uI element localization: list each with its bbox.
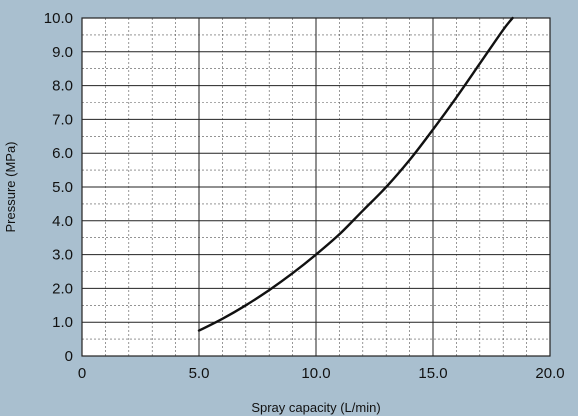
x-tick-label: 5.0	[189, 365, 210, 382]
y-tick-labels: 0 1.0 2.0 3.0 4.0 5.0 6.0 7.0 8.0 9.0 10.0	[44, 10, 73, 365]
y-axis-title: Pressure (MPa)	[3, 141, 18, 232]
y-tick-label: 8.0	[52, 78, 73, 95]
y-tick-label: 7.0	[52, 111, 73, 128]
x-axis-title: Spray capacity (L/min)	[251, 400, 380, 415]
x-tick-label: 15.0	[418, 365, 447, 382]
major-grid	[82, 18, 550, 356]
y-tick-label: 1.0	[52, 314, 73, 331]
x-tick-label: 0	[78, 365, 86, 382]
series-line	[197, 16, 514, 332]
y-tick-label: 3.0	[52, 247, 73, 264]
x-tick-labels: 0 5.0 10.0 15.0 20.0	[78, 365, 565, 382]
series-layer	[197, 16, 514, 332]
y-tick-label: 10.0	[44, 10, 73, 27]
x-tick-label: 10.0	[301, 365, 330, 382]
y-tick-label: 0	[65, 348, 73, 365]
y-tick-label: 4.0	[52, 213, 73, 230]
y-tick-label: 2.0	[52, 280, 73, 297]
y-tick-label: 6.0	[52, 145, 73, 162]
y-tick-label: 9.0	[52, 44, 73, 61]
y-tick-label: 5.0	[52, 179, 73, 196]
x-tick-label: 20.0	[535, 365, 564, 382]
plot-frame	[81, 17, 551, 357]
